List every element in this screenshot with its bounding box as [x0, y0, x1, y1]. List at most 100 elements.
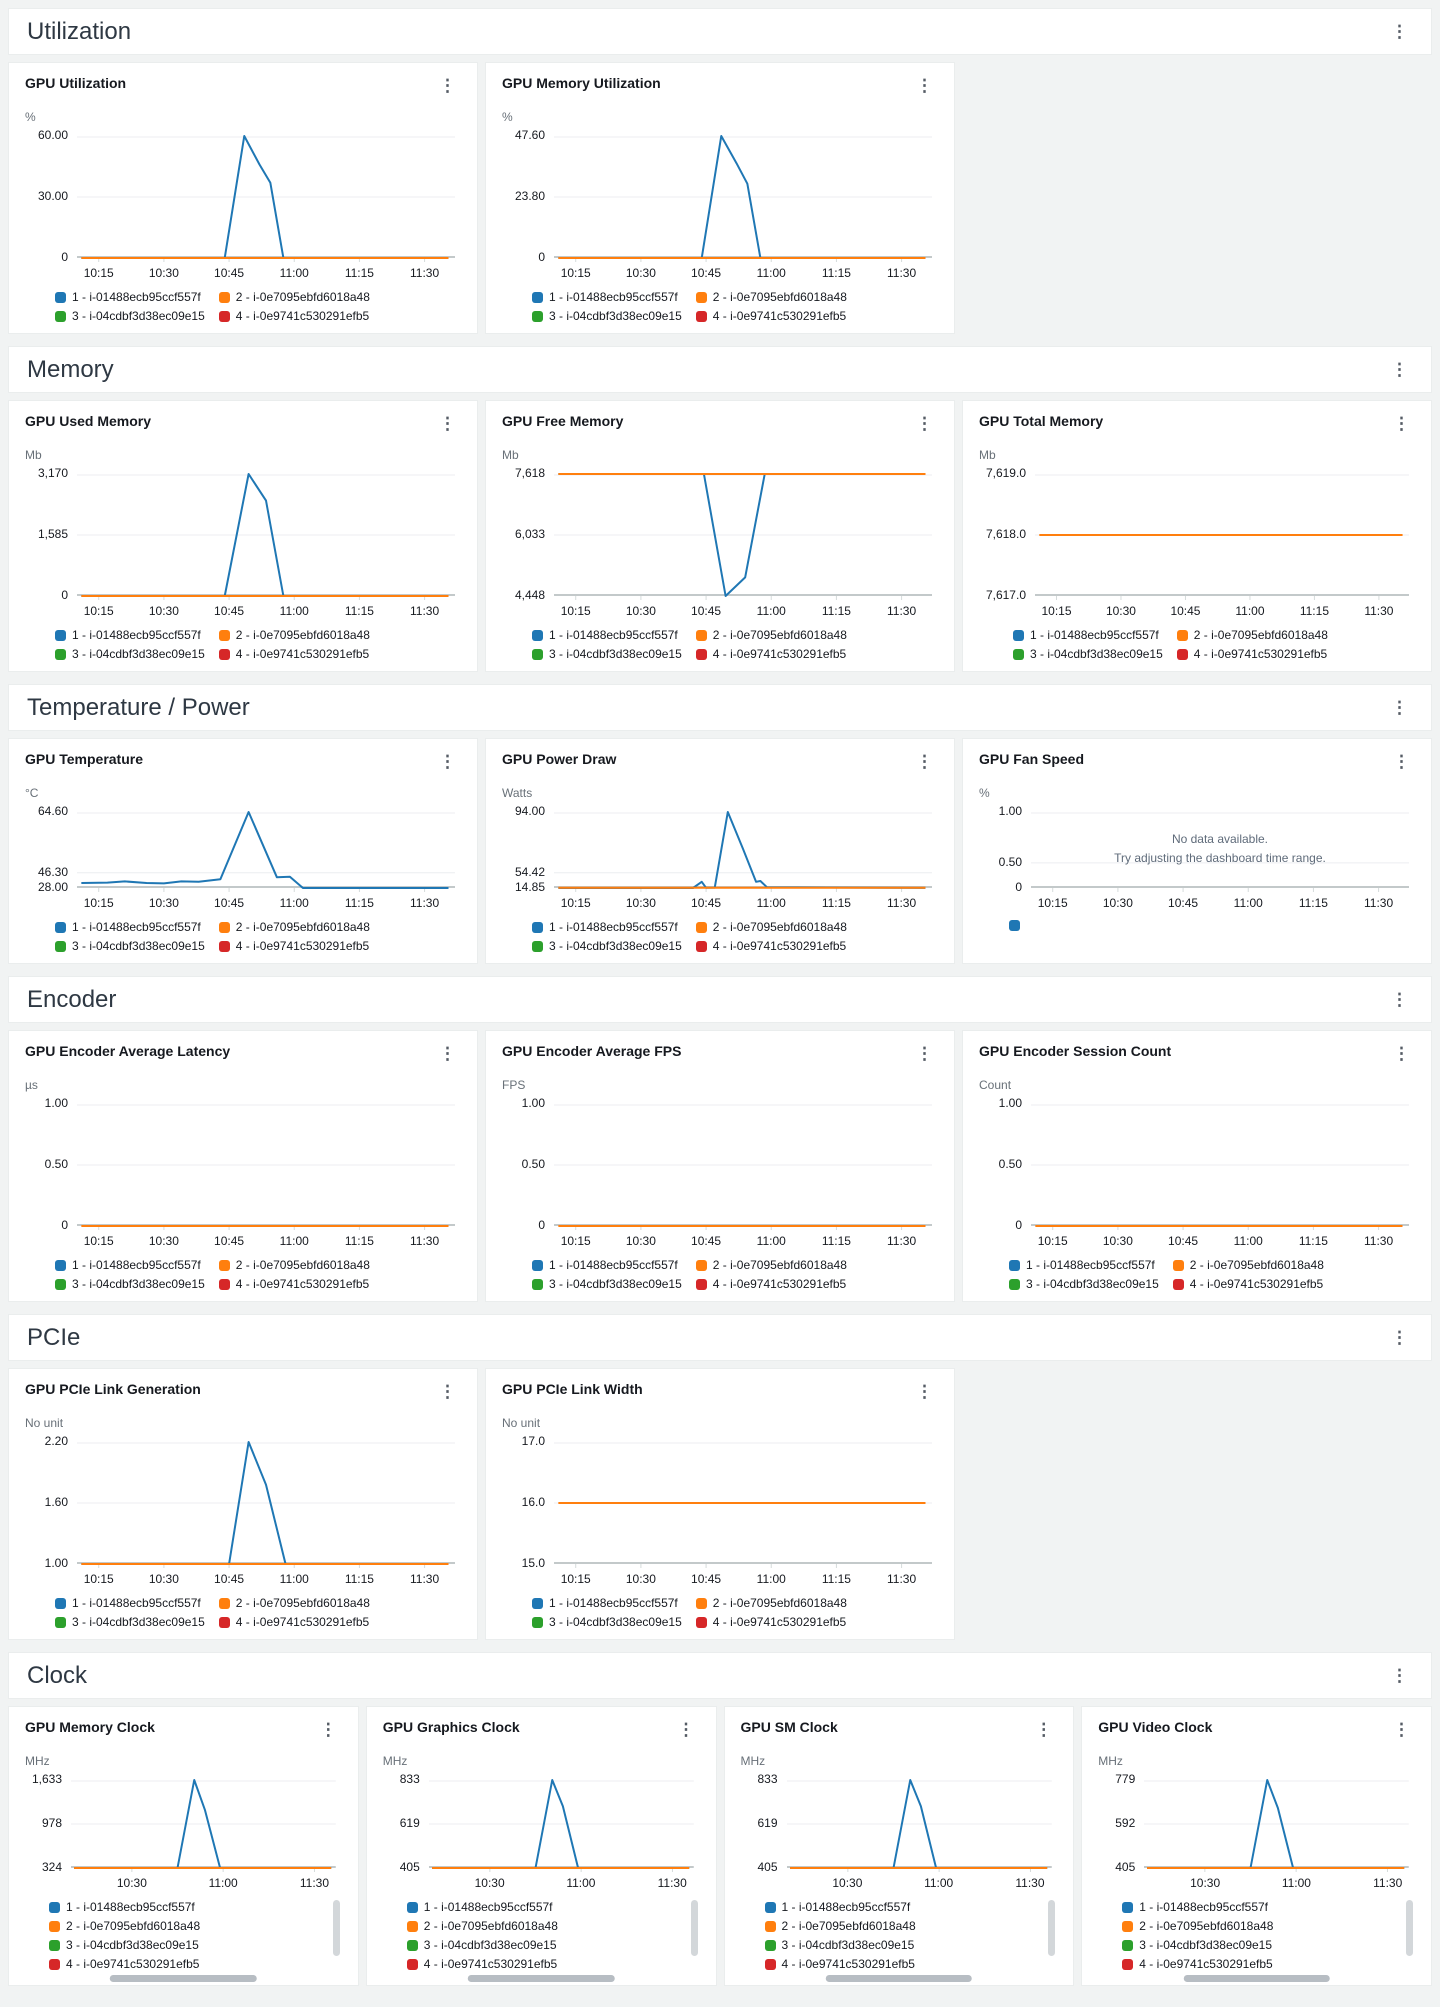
legend-item[interactable]: 4 - i-0e9741c530291efb5 — [218, 1277, 370, 1291]
legend-vertical-scrollbar[interactable] — [1406, 1900, 1413, 1956]
legend-item[interactable]: 1 - i-01488ecb95ccf557f — [532, 290, 682, 304]
legend-item[interactable]: 2 - i-0e7095ebfd6018a48 — [406, 1919, 558, 1933]
legend-item[interactable]: 1 - i-01488ecb95ccf557f — [532, 920, 682, 934]
card-menu-button[interactable]: ⋮ — [434, 751, 461, 772]
legend-item[interactable]: 4 - i-0e9741c530291efb5 — [218, 939, 370, 953]
legend-item[interactable]: 3 - i-04cdbf3d38ec09e15 — [1009, 1277, 1159, 1291]
card-menu-button[interactable]: ⋮ — [434, 75, 461, 96]
legend-vertical-scrollbar[interactable] — [1048, 1900, 1056, 1956]
legend-item[interactable]: 1 - i-01488ecb95ccf557f — [55, 290, 205, 304]
legend-item[interactable]: 4 - i-0e9741c530291efb5 — [1122, 1957, 1273, 1971]
card-menu-button[interactable]: ⋮ — [911, 1381, 938, 1402]
legend-item[interactable]: 3 - i-04cdbf3d38ec09e15 — [764, 1938, 916, 1952]
legend-item[interactable]: 1 - i-01488ecb95ccf557f — [406, 1900, 558, 1914]
card-menu-button[interactable]: ⋮ — [911, 75, 938, 96]
legend-item[interactable]: 2 - i-0e7095ebfd6018a48 — [695, 290, 847, 304]
chart-canvas[interactable] — [71, 1780, 336, 1868]
legend-item[interactable]: 4 - i-0e9741c530291efb5 — [695, 647, 847, 661]
chart-canvas[interactable] — [77, 1104, 455, 1226]
legend-item[interactable]: 3 - i-04cdbf3d38ec09e15 — [49, 1938, 200, 1952]
legend-item[interactable]: 1 - i-01488ecb95ccf557f — [1009, 1258, 1159, 1272]
legend-item[interactable]: 2 - i-0e7095ebfd6018a48 — [695, 1596, 847, 1610]
legend-item[interactable]: 1 - i-01488ecb95ccf557f — [532, 1258, 682, 1272]
chart-canvas[interactable] — [1035, 474, 1409, 596]
legend-item[interactable]: 2 - i-0e7095ebfd6018a48 — [764, 1919, 916, 1933]
legend-item[interactable]: 4 - i-0e9741c530291efb5 — [218, 309, 370, 323]
legend-vertical-scrollbar[interactable] — [690, 1900, 698, 1956]
card-menu-button[interactable]: ⋮ — [434, 1381, 461, 1402]
legend-item[interactable]: 2 - i-0e7095ebfd6018a48 — [218, 628, 370, 642]
legend-horizontal-scrollbar[interactable] — [825, 1975, 973, 1982]
legend-item[interactable]: 1 - i-01488ecb95ccf557f — [532, 1596, 682, 1610]
legend-item[interactable]: 3 - i-04cdbf3d38ec09e15 — [532, 939, 682, 953]
chart-canvas[interactable] — [77, 474, 455, 596]
chart-canvas[interactable] — [77, 1442, 455, 1564]
legend-item[interactable]: 3 - i-04cdbf3d38ec09e15 — [532, 309, 682, 323]
legend-item[interactable]: 4 - i-0e9741c530291efb5 — [218, 1615, 370, 1629]
legend-item[interactable]: 4 - i-0e9741c530291efb5 — [49, 1957, 200, 1971]
chart-canvas[interactable] — [429, 1780, 694, 1868]
legend-item[interactable]: 4 - i-0e9741c530291efb5 — [1172, 1277, 1324, 1291]
legend-item[interactable]: 3 - i-04cdbf3d38ec09e15 — [532, 1277, 682, 1291]
legend-item[interactable]: 4 - i-0e9741c530291efb5 — [695, 939, 847, 953]
section-menu-button[interactable]: ⋮ — [1386, 1327, 1413, 1348]
section-menu-button[interactable]: ⋮ — [1386, 21, 1413, 42]
legend-item[interactable]: 4 - i-0e9741c530291efb5 — [695, 309, 847, 323]
card-menu-button[interactable]: ⋮ — [911, 413, 938, 434]
legend-vertical-scrollbar[interactable] — [332, 1900, 340, 1956]
legend-item[interactable]: 2 - i-0e7095ebfd6018a48 — [218, 1258, 370, 1272]
card-menu-button[interactable]: ⋮ — [911, 751, 938, 772]
legend-item[interactable]: 3 - i-04cdbf3d38ec09e15 — [55, 939, 205, 953]
legend-item[interactable]: 1 - i-01488ecb95ccf557f — [764, 1900, 916, 1914]
section-menu-button[interactable]: ⋮ — [1386, 989, 1413, 1010]
legend-horizontal-scrollbar[interactable] — [467, 1975, 615, 1982]
card-menu-button[interactable]: ⋮ — [1388, 413, 1415, 434]
chart-canvas[interactable] — [554, 474, 932, 596]
legend-item[interactable]: 4 - i-0e9741c530291efb5 — [1176, 647, 1328, 661]
legend-item[interactable]: 3 - i-04cdbf3d38ec09e15 — [55, 1277, 205, 1291]
legend-item[interactable]: 2 - i-0e7095ebfd6018a48 — [218, 290, 370, 304]
chart-canvas[interactable] — [554, 812, 932, 888]
legend-item[interactable] — [1009, 920, 1020, 931]
legend-item[interactable]: 1 - i-01488ecb95ccf557f — [1013, 628, 1163, 642]
card-menu-button[interactable]: ⋮ — [434, 1043, 461, 1064]
card-menu-button[interactable]: ⋮ — [434, 413, 461, 434]
legend-item[interactable]: 1 - i-01488ecb95ccf557f — [1122, 1900, 1273, 1914]
chart-canvas[interactable] — [77, 136, 455, 258]
legend-item[interactable]: 4 - i-0e9741c530291efb5 — [764, 1957, 916, 1971]
legend-item[interactable]: 3 - i-04cdbf3d38ec09e15 — [532, 1615, 682, 1629]
legend-item[interactable]: 1 - i-01488ecb95ccf557f — [532, 628, 682, 642]
legend-item[interactable]: 1 - i-01488ecb95ccf557f — [55, 920, 205, 934]
card-menu-button[interactable]: ⋮ — [315, 1719, 342, 1740]
legend-item[interactable]: 3 - i-04cdbf3d38ec09e15 — [1122, 1938, 1273, 1952]
legend-item[interactable]: 4 - i-0e9741c530291efb5 — [695, 1615, 847, 1629]
legend-horizontal-scrollbar[interactable] — [110, 1975, 257, 1982]
chart-canvas[interactable] — [554, 1104, 932, 1226]
legend-item[interactable]: 1 - i-01488ecb95ccf557f — [55, 1258, 205, 1272]
chart-canvas[interactable] — [1031, 812, 1409, 888]
legend-item[interactable]: 2 - i-0e7095ebfd6018a48 — [49, 1919, 200, 1933]
legend-item[interactable]: 2 - i-0e7095ebfd6018a48 — [1172, 1258, 1324, 1272]
legend-item[interactable]: 1 - i-01488ecb95ccf557f — [49, 1900, 200, 1914]
chart-canvas[interactable] — [787, 1780, 1052, 1868]
legend-item[interactable]: 3 - i-04cdbf3d38ec09e15 — [1013, 647, 1163, 661]
legend-item[interactable]: 3 - i-04cdbf3d38ec09e15 — [55, 1615, 205, 1629]
legend-item[interactable]: 3 - i-04cdbf3d38ec09e15 — [55, 647, 205, 661]
legend-item[interactable]: 1 - i-01488ecb95ccf557f — [55, 1596, 205, 1610]
card-menu-button[interactable]: ⋮ — [673, 1719, 700, 1740]
card-menu-button[interactable]: ⋮ — [1388, 1719, 1415, 1740]
chart-canvas[interactable] — [554, 136, 932, 258]
legend-item[interactable]: 3 - i-04cdbf3d38ec09e15 — [55, 309, 205, 323]
card-menu-button[interactable]: ⋮ — [1030, 1719, 1057, 1740]
legend-item[interactable]: 2 - i-0e7095ebfd6018a48 — [695, 1258, 847, 1272]
legend-item[interactable]: 4 - i-0e9741c530291efb5 — [695, 1277, 847, 1291]
chart-canvas[interactable] — [77, 812, 455, 888]
chart-canvas[interactable] — [1144, 1780, 1409, 1868]
chart-canvas[interactable] — [1031, 1104, 1409, 1226]
legend-item[interactable]: 2 - i-0e7095ebfd6018a48 — [1176, 628, 1328, 642]
card-menu-button[interactable]: ⋮ — [911, 1043, 938, 1064]
card-menu-button[interactable]: ⋮ — [1388, 1043, 1415, 1064]
legend-item[interactable]: 2 - i-0e7095ebfd6018a48 — [695, 628, 847, 642]
legend-item[interactable]: 2 - i-0e7095ebfd6018a48 — [1122, 1919, 1273, 1933]
legend-horizontal-scrollbar[interactable] — [1183, 1975, 1330, 1982]
